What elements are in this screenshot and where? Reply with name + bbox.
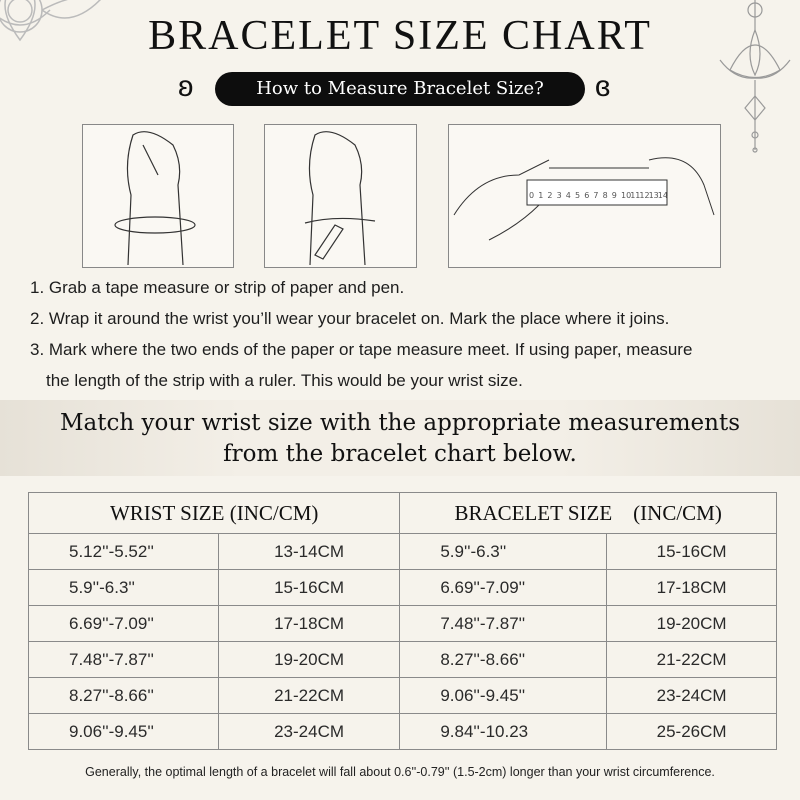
mandala-ornament-icon bbox=[0, 0, 102, 42]
wrist-inches: 6.69''-7.09'' bbox=[28, 605, 219, 642]
ruler-icon: 0 1 2 3 4 5 6 7 8 9 10 11 12 13 14 bbox=[453, 157, 715, 241]
bracelet-cm: 25-26CM bbox=[606, 713, 777, 750]
footer-note: Generally, the optimal length of a brace… bbox=[85, 765, 715, 779]
table-row: 7.48''-7.87'' 19-20CM 8.27''-8.66'' 21-22CM bbox=[28, 641, 777, 678]
illustration-mark-wrist bbox=[264, 124, 417, 268]
ruler-number: 13 bbox=[649, 191, 659, 200]
ruler-number: 10 bbox=[621, 191, 631, 200]
step-2: 2. Wrap it around the wrist you’ll wear … bbox=[30, 309, 670, 328]
ruler-number: 5 bbox=[575, 191, 580, 200]
table-row: 8.27''-8.66'' 21-22CM 9.06''-9.45'' 23-24CM bbox=[28, 677, 777, 714]
banner-line-1: Match your wrist size with the appropria… bbox=[59, 410, 741, 436]
ruler-number: 2 bbox=[547, 191, 552, 200]
illustration-wrap-wrist bbox=[82, 124, 234, 268]
wrist-cm: 23-24CM bbox=[217, 713, 401, 750]
bracelet-cm: 17-18CM bbox=[606, 569, 777, 606]
wrist-inches: 5.9''-6.3'' bbox=[28, 569, 219, 606]
bracelet-inches: 6.69''-7.09'' bbox=[399, 569, 608, 606]
ruler-number: 8 bbox=[603, 191, 608, 200]
ruler-number: 14 bbox=[658, 191, 668, 200]
ruler-number: 11 bbox=[630, 191, 640, 200]
step-3: 3. Mark where the two ends of the paper … bbox=[30, 340, 693, 359]
size-table: WRIST SIZE (INC/CM) BRACELET SIZE (INC/C… bbox=[27, 492, 777, 750]
page-title: BRACELET SIZE CHART bbox=[148, 13, 652, 59]
wrist-size-header: WRIST SIZE (INC/CM) bbox=[27, 492, 401, 534]
illustration-measure-ruler: 0 1 2 3 4 5 6 7 8 9 10 11 12 13 14 bbox=[448, 124, 721, 268]
ruler-number: 9 bbox=[612, 191, 617, 200]
bracelet-cm: 15-16CM bbox=[606, 533, 777, 570]
bracelet-cm: 23-24CM bbox=[606, 677, 777, 714]
wrist-inches: 8.27''-8.66'' bbox=[28, 677, 219, 714]
wrist-inches: 7.48''-7.87'' bbox=[28, 641, 219, 678]
wrist-inches: 9.06''-9.45'' bbox=[28, 713, 219, 750]
lotus-moon-ornament-icon bbox=[719, 0, 791, 153]
step-3-continued: the length of the strip with a ruler. Th… bbox=[46, 371, 523, 390]
subtitle-badge: How to Measure Bracelet Size? bbox=[215, 72, 585, 106]
table-header-row: WRIST SIZE (INC/CM) BRACELET SIZE (INC/C… bbox=[27, 492, 777, 534]
right-swirl-icon: ɞ bbox=[595, 70, 611, 103]
table-row: 9.06''-9.45'' 23-24CM 9.84''-10.23 25-26CM bbox=[28, 713, 777, 750]
ruler-number: 4 bbox=[566, 191, 571, 200]
table-row: 5.9''-6.3'' 15-16CM 6.69''-7.09'' 17-18CM bbox=[28, 569, 777, 606]
wrist-cm: 17-18CM bbox=[217, 605, 401, 642]
bracelet-inches: 9.06''-9.45'' bbox=[399, 677, 608, 714]
instruction-banner: Match your wrist size with the appropria… bbox=[0, 400, 800, 476]
left-swirl-icon: ʚ bbox=[178, 70, 194, 103]
bracelet-inches: 8.27''-8.66'' bbox=[399, 641, 608, 678]
ruler-number: 0 bbox=[529, 191, 534, 200]
bracelet-size-header: BRACELET SIZE (INC/CM) bbox=[399, 492, 777, 534]
bracelet-cm: 19-20CM bbox=[606, 605, 777, 642]
bracelet-inches: 7.48''-7.87'' bbox=[399, 605, 608, 642]
ruler-number: 1 bbox=[538, 191, 543, 200]
step-1: 1. Grab a tape measure or strip of paper… bbox=[30, 278, 405, 297]
wrist-cm: 13-14CM bbox=[217, 533, 401, 570]
table-row: 5.12''-5.52'' 13-14CM 5.9''-6.3'' 15-16CM bbox=[28, 533, 777, 570]
bracelet-inches: 9.84''-10.23 bbox=[399, 713, 608, 750]
ruler-number: 12 bbox=[639, 191, 649, 200]
wrist-inches: 5.12''-5.52'' bbox=[28, 533, 219, 570]
wrist-cm: 19-20CM bbox=[217, 641, 401, 678]
bracelet-inches: 5.9''-6.3'' bbox=[399, 533, 608, 570]
hand-tape-icon bbox=[114, 131, 196, 266]
instructions: 1. Grab a tape measure or strip of paper… bbox=[30, 272, 790, 396]
bracelet-cm: 21-22CM bbox=[606, 641, 777, 678]
ruler-number: 3 bbox=[557, 191, 562, 200]
hand-pen-icon bbox=[304, 131, 376, 266]
table-row: 6.69''-7.09'' 17-18CM 7.48''-7.87'' 19-20CM bbox=[28, 605, 777, 642]
ruler-number: 7 bbox=[593, 191, 598, 200]
ruler-number: 6 bbox=[584, 191, 589, 200]
banner-line-2: from the bracelet chart below. bbox=[223, 441, 577, 467]
wrist-cm: 15-16CM bbox=[217, 569, 401, 606]
wrist-cm: 21-22CM bbox=[217, 677, 401, 714]
